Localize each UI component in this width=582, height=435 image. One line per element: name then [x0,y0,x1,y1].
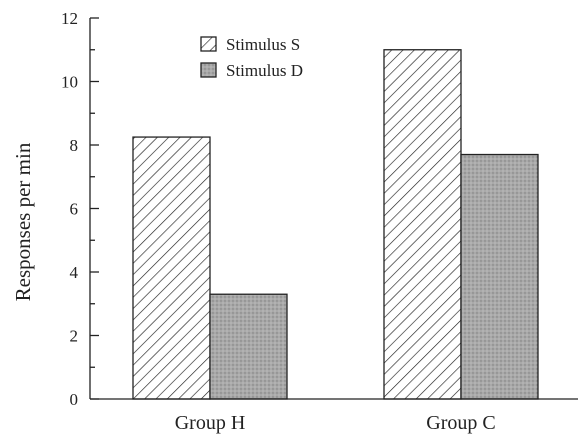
bar-stimulus-s-group-c [383,49,462,400]
legend-swatch [200,36,217,52]
legend-label: Stimulus S [226,35,300,54]
legend-label: Stimulus D [226,61,303,80]
bar-stimulus-s-group-h [132,136,211,400]
y-tick-label: 0 [70,390,79,409]
bar-stimulus-d-group-h [209,293,288,400]
y-tick-label: 2 [70,327,79,346]
bars-group [132,49,539,400]
y-tick-label: 6 [70,200,79,219]
x-category-label: Group H [175,412,246,434]
category-labels: Group H Group C [175,412,496,434]
y-tick-label: 10 [61,73,78,92]
y-tick-label: 4 [70,263,79,282]
legend-swatch [200,62,217,78]
y-axis-ticks: 0 2 4 6 8 10 12 [61,9,99,409]
legend: Stimulus S Stimulus D [200,35,303,80]
y-tick-label: 12 [61,9,78,28]
y-tick-label: 8 [70,136,79,155]
bar-stimulus-d-group-c [460,153,539,400]
x-category-label: Group C [426,412,495,434]
y-axis-title: Responses per min [11,142,35,301]
